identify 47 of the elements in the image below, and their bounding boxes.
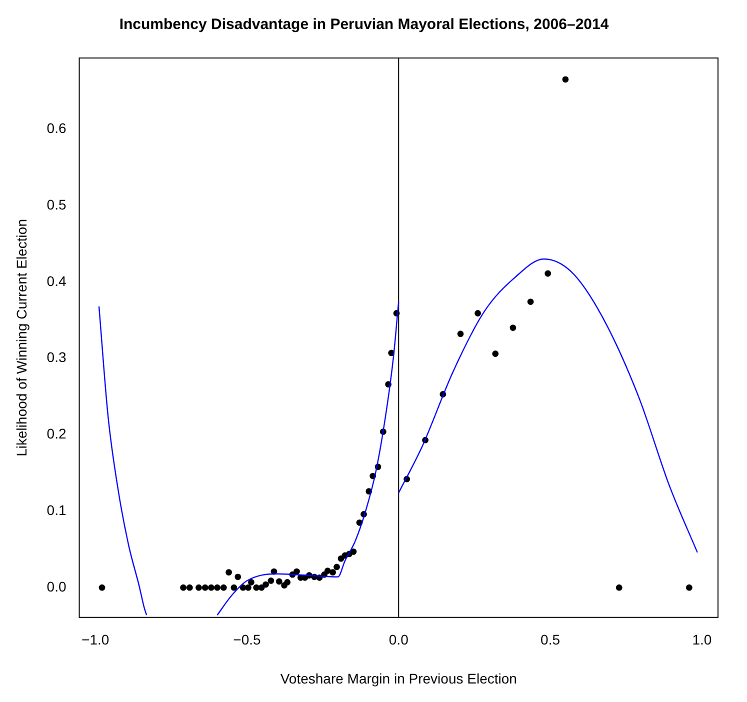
point [562, 76, 569, 83]
point [457, 330, 464, 338]
point [180, 584, 186, 591]
y-tick-label: 0.1 [46, 502, 66, 518]
point [284, 579, 291, 586]
chart-title: Incumbency Disadvantage in Peruvian Mayoral Elections, 2006–2014 [119, 16, 610, 34]
x-tick-label: −0.5 [233, 632, 262, 648]
y-tick-label: 0.2 [46, 426, 66, 442]
point [98, 584, 106, 591]
y-tick-label: 0.0 [46, 578, 66, 594]
point [350, 548, 357, 555]
point [202, 584, 208, 591]
point [196, 584, 202, 591]
y-axis-title: Likelihood of Winning Current Election [13, 219, 30, 456]
point [334, 564, 340, 570]
point [616, 584, 622, 591]
point [510, 324, 516, 331]
y-tick-label: 0.6 [46, 120, 66, 136]
point [527, 298, 534, 305]
point [230, 584, 238, 591]
point [268, 578, 274, 584]
line-series [398, 258, 698, 554]
point [208, 584, 214, 591]
y-tick-label: 0.3 [46, 349, 66, 366]
x-tick-label: 0.0 [388, 632, 409, 648]
point [248, 579, 254, 586]
point [276, 578, 282, 585]
x-tick-label: −1.0 [82, 632, 110, 648]
point [262, 581, 269, 588]
point [186, 584, 193, 591]
point [492, 350, 499, 357]
point [324, 568, 331, 574]
point [234, 574, 242, 580]
point [214, 584, 220, 591]
point [220, 584, 227, 591]
point [330, 569, 336, 576]
y-tick-label: 0.4 [46, 272, 66, 289]
point [244, 584, 252, 591]
y-tick-label: 0.5 [46, 196, 66, 212]
point [474, 310, 481, 316]
point [253, 584, 260, 591]
point [686, 584, 692, 591]
x-axis-title: Voteshare Margin in Previous Election [280, 670, 517, 686]
x-tick-label: 1.0 [692, 632, 712, 648]
point [226, 569, 232, 576]
x-tick-label: 0.5 [540, 632, 560, 648]
point [544, 270, 552, 277]
